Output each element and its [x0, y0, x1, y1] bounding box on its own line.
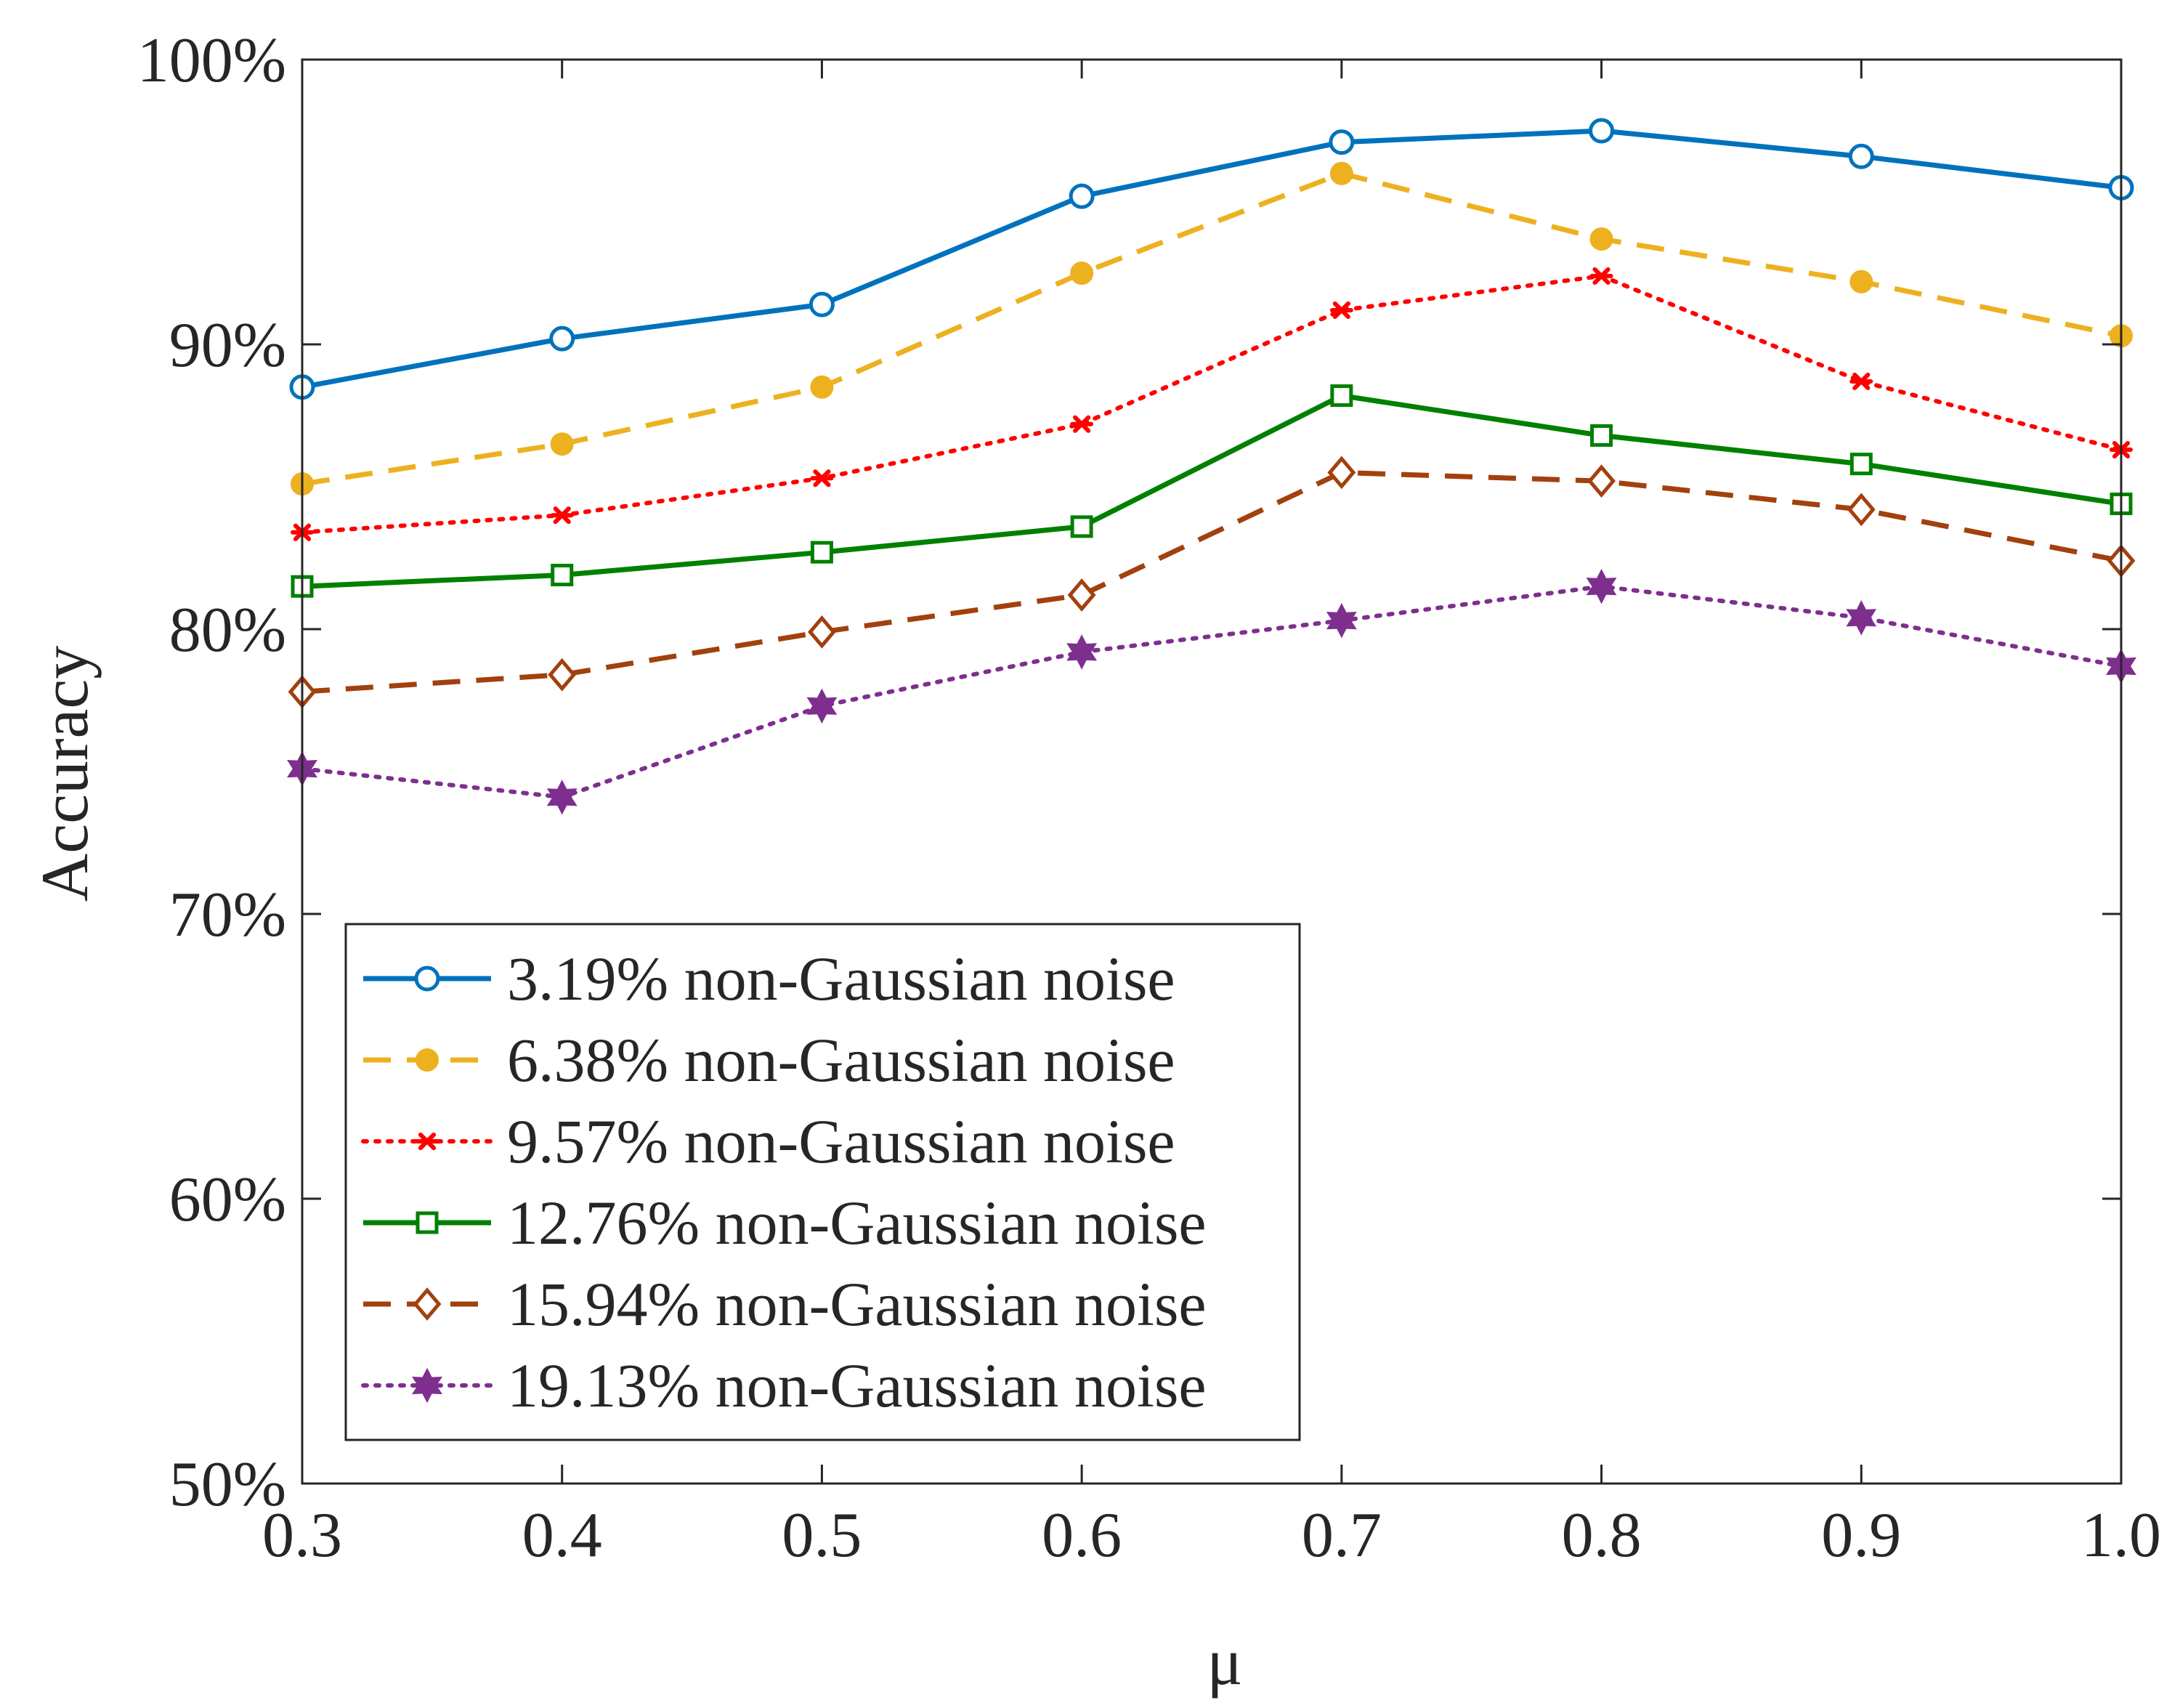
legend-marker	[416, 1211, 439, 1234]
legend-label: 3.19% non-Gaussian noise	[507, 944, 1175, 1013]
x-tick-label: 0.4	[522, 1500, 602, 1571]
data-point	[807, 615, 836, 649]
legend-label: 9.57% non-Gaussian noise	[507, 1106, 1175, 1176]
data-point	[810, 469, 834, 487]
x-tick-label: 0.5	[782, 1500, 862, 1571]
x-tick-label: 0.9	[1821, 1500, 1901, 1571]
y-tick-label: 90%	[169, 310, 286, 381]
legend-item: 19.13% non-Gaussian noise	[361, 1351, 1207, 1420]
data-point	[810, 541, 833, 564]
data-point	[548, 657, 577, 692]
legend-box	[344, 923, 1301, 1441]
series-line	[301, 171, 2122, 487]
data-point	[1070, 515, 1093, 538]
data-point	[1849, 453, 1873, 476]
legend-label: 15.94% non-Gaussian noise	[507, 1269, 1207, 1339]
series-line	[301, 393, 2122, 589]
legend-marker	[414, 966, 440, 992]
data-point	[1847, 493, 1876, 527]
y-axis-label: Accuracy	[28, 646, 102, 902]
x-axis-label: μ	[1207, 1624, 1242, 1699]
series-line	[301, 469, 2122, 695]
series-3	[291, 267, 2133, 541]
legend-marker	[412, 1367, 442, 1404]
y-tick-label: 80%	[169, 595, 286, 665]
series-1	[289, 118, 2134, 400]
legend-label: 12.76% non-Gaussian noise	[507, 1188, 1207, 1258]
chart-marks	[287, 118, 2136, 815]
y-tick-label: 70%	[169, 880, 286, 950]
legend-label: 19.13% non-Gaussian noise	[507, 1351, 1207, 1420]
data-point	[1589, 227, 1613, 251]
data-point	[550, 506, 574, 525]
data-point	[1848, 143, 1874, 169]
data-point	[1329, 301, 1353, 320]
legend-item: 3.19% non-Gaussian noise	[363, 944, 1175, 1013]
legend-item: 15.94% non-Gaussian noise	[363, 1269, 1207, 1339]
data-point	[1327, 456, 1356, 490]
series-line	[301, 128, 2122, 390]
data-point	[1846, 600, 1877, 636]
data-point	[1070, 415, 1094, 433]
data-point	[809, 291, 835, 317]
legend-item: 6.38% non-Gaussian noise	[363, 1025, 1175, 1095]
x-tick-label: 0.3	[262, 1500, 342, 1571]
legend-marker	[416, 1132, 439, 1151]
legend-label: 6.38% non-Gaussian noise	[507, 1025, 1175, 1095]
data-point	[806, 688, 838, 724]
data-point	[1066, 634, 1098, 670]
data-point	[1329, 161, 1353, 185]
data-point	[1589, 118, 1615, 144]
legend-marker	[416, 1048, 439, 1072]
data-point	[546, 780, 578, 815]
data-point	[1329, 129, 1355, 155]
data-point	[1586, 569, 1617, 604]
axis-ticks: 0.3 0.4 0.5 0.6 0.7 0.8 0.9 1.0 50% 60% 70% 80% 90% 1…	[137, 25, 2161, 1571]
series-line	[300, 273, 2123, 535]
data-point	[550, 432, 574, 456]
y-tick-label: 50%	[169, 1449, 286, 1520]
data-point	[1069, 183, 1095, 209]
y-tick-label: 60%	[169, 1165, 286, 1235]
series-2	[291, 161, 2133, 496]
plot-frame	[301, 58, 2123, 1485]
series-4	[291, 384, 2133, 598]
legend: 3.19% non-Gaussian noise 6.38% non-Gaussi…	[344, 923, 1301, 1441]
data-point	[1849, 270, 1873, 294]
data-point	[549, 325, 575, 352]
x-tick-label: 0.8	[1562, 1500, 1642, 1571]
axes-box	[301, 58, 2123, 1485]
data-point	[810, 375, 834, 399]
data-point	[1589, 267, 1613, 286]
series-6	[287, 569, 2136, 815]
data-point	[1849, 372, 1873, 391]
legend-item: 9.57% non-Gaussian noise	[361, 1106, 1175, 1176]
legend-item: 12.76% non-Gaussian noise	[363, 1188, 1207, 1258]
data-point	[1326, 603, 1357, 639]
x-tick-label: 0.7	[1302, 1500, 1382, 1571]
y-tick-label: 100%	[137, 25, 286, 96]
x-tick-label: 0.6	[1042, 1500, 1122, 1571]
data-point	[1070, 262, 1094, 285]
data-point	[1587, 464, 1616, 498]
series-line	[300, 584, 2123, 800]
data-point	[1590, 424, 1613, 447]
data-point	[1067, 578, 1096, 612]
x-tick-label: 1.0	[2081, 1500, 2161, 1571]
data-point	[1330, 384, 1353, 408]
data-point	[551, 564, 574, 587]
legend-marker	[413, 1287, 442, 1321]
